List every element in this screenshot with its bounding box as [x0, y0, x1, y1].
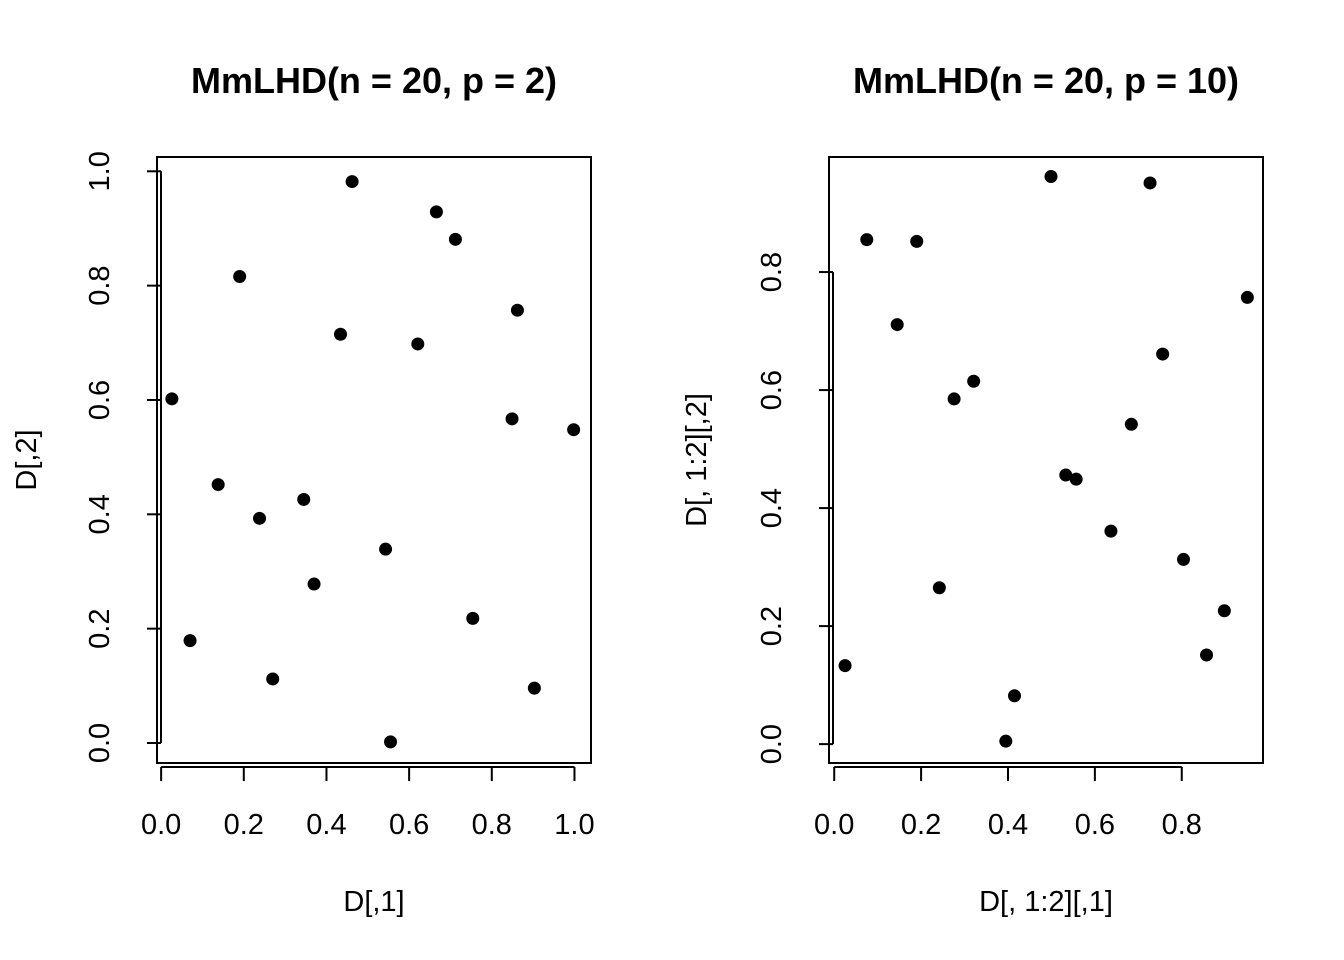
data-point [345, 175, 359, 189]
data-point [1217, 604, 1231, 618]
y-tick-label: 0.6 [756, 370, 788, 410]
data-point [860, 233, 874, 247]
x-tick-label: 0.0 [814, 809, 854, 841]
data-point [253, 511, 267, 525]
data-points [165, 175, 581, 749]
data-point [527, 681, 541, 695]
scatter-panel-right: MmLHD(n = 20, p = 10)0.0 0.2 0.4 0.6 0.80.00… [681, 60, 1264, 918]
x-axis: 0.0 0.2 0.4 0.6 0.8 [814, 766, 1202, 841]
data-point [932, 581, 946, 595]
data-point [307, 577, 321, 591]
data-point [266, 672, 280, 686]
y-axis: 0.0 0.2 0.4 0.6 0.8 1.0 [84, 151, 162, 763]
plot-frame [156, 156, 592, 764]
x-axis-label: D[, 1:2][,1] [979, 886, 1113, 918]
data-point [505, 412, 519, 426]
x-tick-label: 0.6 [1075, 809, 1115, 841]
x-axis: 0.0 0.2 0.4 0.6 0.8 1.0 [141, 766, 595, 841]
data-point [379, 542, 393, 556]
data-point [165, 392, 179, 406]
data-point [448, 232, 462, 246]
y-tick-label: 0.0 [84, 723, 116, 763]
y-tick-label: 0.4 [84, 494, 116, 534]
data-point [411, 337, 425, 351]
x-tick-label: 0.6 [389, 809, 429, 841]
chart-title: MmLHD(n = 20, p = 10) [853, 60, 1239, 101]
y-tick-label: 0.2 [84, 608, 116, 648]
data-point [1044, 169, 1058, 183]
data-point [947, 392, 961, 406]
y-tick-label: 0.0 [756, 724, 788, 764]
data-point [211, 478, 225, 492]
data-point [429, 205, 443, 219]
data-point [297, 492, 311, 506]
data-point [384, 735, 398, 749]
data-point [1069, 472, 1083, 486]
x-tick-label: 0.8 [472, 809, 512, 841]
y-tick-label: 0.4 [756, 488, 788, 528]
data-point [1143, 176, 1157, 190]
data-point [334, 327, 348, 341]
y-axis-label: D[, 1:2][,2] [681, 393, 713, 527]
data-point [1124, 417, 1138, 431]
data-point [233, 269, 247, 283]
data-point [1200, 648, 1214, 662]
x-tick-label: 0.2 [901, 809, 941, 841]
data-point [1240, 290, 1254, 304]
data-point [567, 423, 581, 437]
data-point [510, 303, 524, 317]
x-tick-label: 0.2 [224, 809, 264, 841]
x-tick-label: 0.8 [1162, 809, 1202, 841]
plot-frame [828, 156, 1264, 764]
data-point [838, 659, 852, 673]
y-tick-label: 1.0 [84, 151, 116, 191]
data-point [1176, 552, 1190, 566]
data-point [466, 611, 480, 625]
x-axis-label: D[,1] [343, 886, 404, 918]
y-axis-label: D[,2] [11, 429, 43, 490]
y-tick-label: 0.2 [756, 606, 788, 646]
y-tick-label: 0.6 [84, 380, 116, 420]
data-point [1104, 524, 1118, 538]
scatter-panel-left: MmLHD(n = 20, p = 2)0.0 0.2 0.4 0.6 0.8 1.00.… [11, 60, 595, 918]
x-tick-label: 0.4 [306, 809, 346, 841]
y-axis: 0.0 0.2 0.4 0.6 0.8 [756, 252, 834, 764]
data-point [890, 318, 904, 332]
data-point [999, 734, 1013, 748]
data-point [967, 374, 981, 388]
data-point [1059, 468, 1073, 482]
data-points [838, 169, 1254, 748]
y-tick-label: 0.8 [756, 252, 788, 292]
chart-title: MmLHD(n = 20, p = 2) [191, 60, 557, 101]
x-tick-label: 0.0 [141, 809, 181, 841]
data-point [1156, 347, 1170, 361]
x-tick-label: 0.4 [988, 809, 1028, 841]
data-point [910, 234, 924, 248]
y-tick-label: 0.8 [84, 265, 116, 305]
data-point [183, 634, 197, 648]
data-point [1008, 689, 1022, 703]
x-tick-label: 1.0 [554, 809, 594, 841]
